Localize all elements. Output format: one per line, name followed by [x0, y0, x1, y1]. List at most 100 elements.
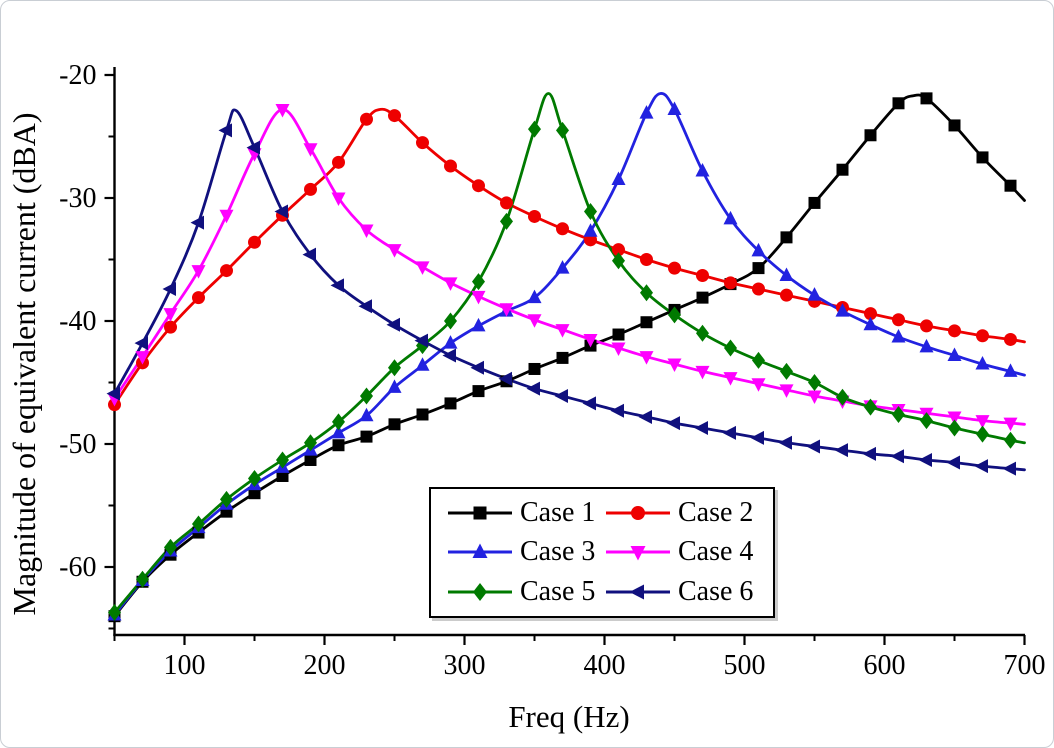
case-2-marker	[164, 320, 177, 334]
case-1-marker	[864, 129, 877, 142]
case-5-marker	[500, 212, 513, 230]
case-6-marker	[414, 333, 428, 348]
y-axis-title: Magnitude of equivalent current (dBA)	[6, 113, 42, 616]
case-5-marker	[892, 405, 905, 423]
case-1-marker	[360, 430, 373, 443]
case-1-marker	[808, 196, 821, 209]
y-tick-label: -20	[59, 60, 96, 91]
case-2-marker	[444, 159, 457, 173]
case-5-marker	[528, 120, 541, 138]
case-5-marker	[724, 339, 737, 357]
case-6-marker	[862, 446, 876, 461]
case-3-marker	[863, 316, 878, 331]
case-1-marker	[528, 362, 541, 375]
y-tick-label: -40	[59, 306, 96, 337]
case-6-marker	[834, 443, 848, 458]
case-1-marker	[892, 97, 905, 110]
case-5-marker	[948, 419, 961, 437]
case-5-marker	[808, 374, 821, 391]
case-3-marker	[1003, 363, 1018, 377]
case-6-marker	[526, 381, 540, 396]
case-6-marker	[918, 452, 932, 467]
case-3-marker	[583, 223, 598, 237]
case-2-marker	[668, 261, 681, 275]
case-5-marker	[136, 570, 149, 588]
x-tick-label: 300	[444, 650, 486, 681]
legend-key-case-2	[606, 505, 670, 520]
case-6-marker	[190, 215, 204, 230]
case-5-marker	[836, 388, 849, 406]
y-tick-label: -30	[59, 183, 96, 214]
case-4-marker	[219, 209, 234, 224]
case-2-marker	[220, 264, 233, 278]
case-4-marker	[443, 277, 458, 291]
case-6-marker	[694, 421, 708, 436]
case-6-marker	[722, 425, 736, 440]
case-3-marker	[611, 171, 626, 186]
legend-label-case-4: Case 4	[678, 536, 754, 568]
y-tick-label: -50	[59, 429, 96, 460]
legend-entry-case-1: Case 1	[447, 494, 605, 532]
x-axis-title: Freq (Hz)	[508, 699, 629, 734]
case-6-marker	[470, 360, 484, 375]
case-3-marker	[639, 105, 654, 119]
case-1-marker	[472, 385, 485, 398]
case-5-marker	[556, 121, 569, 139]
case-6-marker	[358, 299, 372, 314]
case-2-marker	[472, 179, 485, 193]
case-5-marker	[388, 359, 401, 377]
case-4-marker	[163, 308, 178, 322]
case-1-marker	[836, 163, 849, 176]
chart-legend: Case 1 Case 2 Case 3 Case 4 Case 5 Case 6	[429, 487, 775, 618]
case-3-marker	[359, 407, 374, 422]
case-4-marker	[779, 384, 794, 398]
case-5-marker	[332, 413, 345, 431]
legend-label-case-5: Case 5	[520, 576, 596, 608]
case-1-marker	[948, 119, 961, 132]
case-4-marker	[583, 333, 598, 348]
legend-entry-case-3: Case 3	[447, 533, 605, 571]
case-2-marker	[304, 182, 317, 196]
legend-entry-case-6: Case 6	[605, 573, 763, 611]
case-6-marker	[890, 449, 904, 464]
case-1-marker	[640, 316, 653, 329]
case-2-marker	[696, 268, 709, 282]
case-4-marker	[303, 143, 318, 157]
case-1-marker	[332, 439, 345, 452]
case-1-marker	[612, 328, 625, 341]
case-4-line	[113, 108, 1026, 426]
case-3-marker	[919, 338, 934, 353]
case-3-marker	[667, 101, 682, 115]
case-6-marker	[750, 430, 764, 445]
case-6-marker	[106, 386, 120, 401]
case-3-marker	[471, 317, 486, 332]
case-6-marker	[274, 204, 288, 219]
case-4-marker	[1003, 417, 1018, 432]
legend-entry-case-4: Case 4	[605, 533, 763, 571]
case-5-marker	[360, 387, 373, 405]
case-1-marker	[696, 291, 709, 304]
case-5-marker	[1004, 431, 1017, 449]
case-2-marker	[248, 235, 261, 249]
case-2-marker	[752, 282, 765, 296]
axes	[104, 67, 1026, 645]
case-6-marker	[442, 348, 456, 363]
case-5-marker	[584, 203, 597, 221]
case-6-marker	[778, 435, 792, 450]
case-2-marker	[388, 109, 401, 123]
case-6-marker	[498, 371, 512, 386]
case-4-marker	[415, 261, 430, 275]
case-2-marker	[864, 307, 877, 321]
case-5-marker	[444, 312, 457, 330]
case-5-marker	[108, 604, 121, 622]
case-5-marker	[780, 362, 793, 380]
case-2-marker	[976, 329, 989, 343]
case-4-marker	[387, 244, 402, 258]
case-3-marker	[443, 335, 458, 349]
legend-label-case-6: Case 6	[678, 576, 754, 608]
case-2-marker	[948, 324, 961, 338]
case-4-marker	[135, 351, 150, 365]
case-5-marker	[668, 306, 681, 324]
case-6-marker	[806, 439, 820, 454]
